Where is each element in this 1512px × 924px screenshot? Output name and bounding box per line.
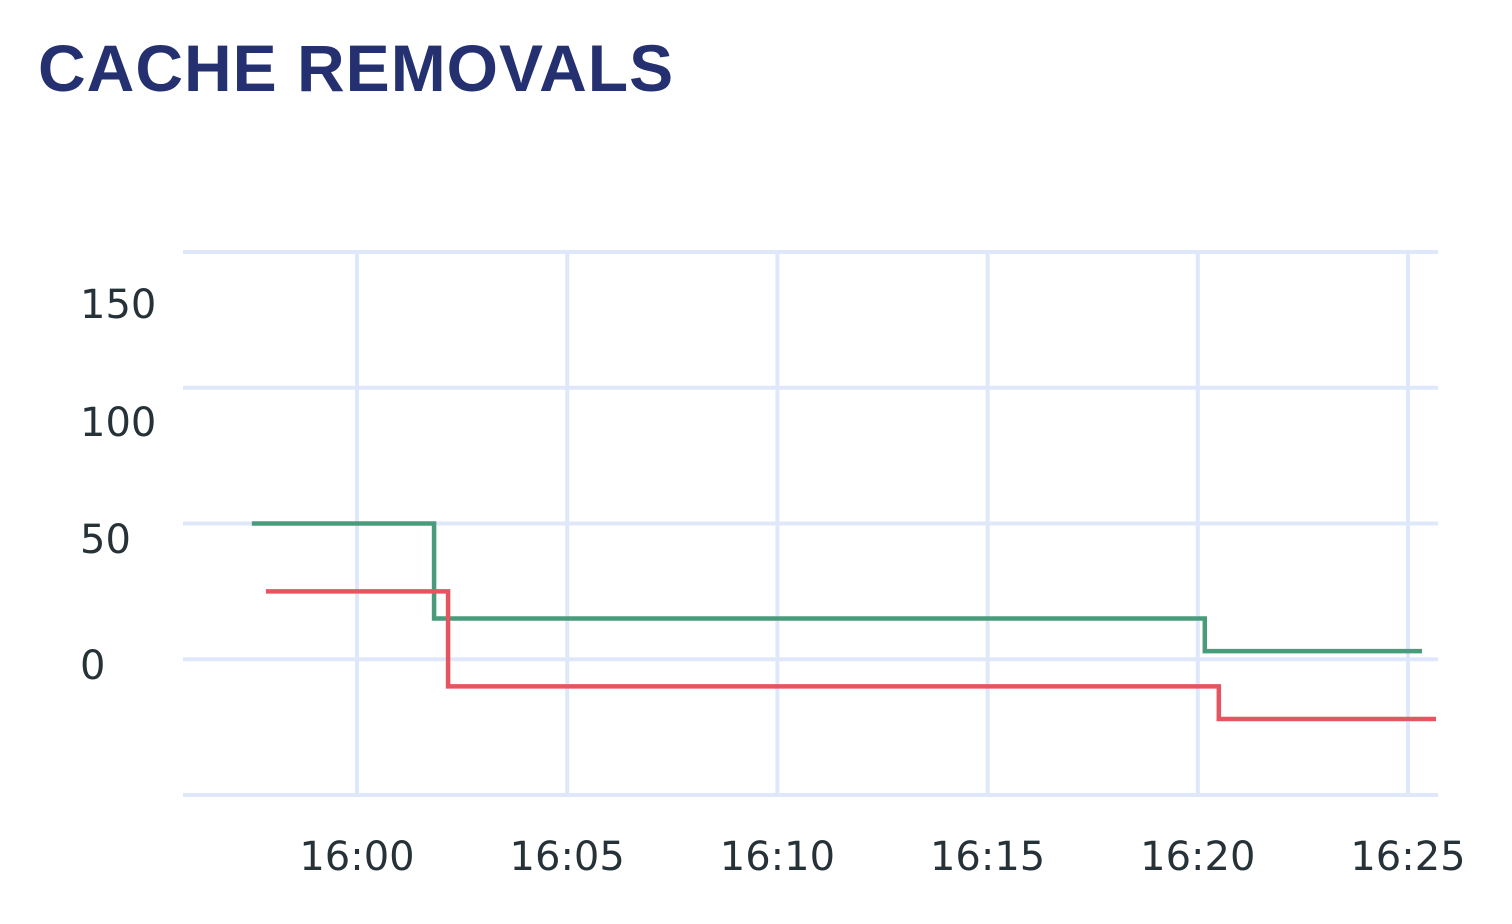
x-tick-label: 16:05: [510, 834, 625, 880]
x-tick-label: 16:10: [720, 834, 835, 880]
x-tick-label: 16:20: [1140, 834, 1255, 880]
x-tick-label: 16:00: [299, 834, 414, 880]
x-tick-label: 16:25: [1350, 834, 1465, 880]
series-line-2: [265, 589, 1437, 722]
x-axis-ticks: 16:00 16:05 16:10 16:15 16:20 16:25: [299, 834, 1465, 880]
chart-series: [251, 521, 1437, 722]
y-tick-label: 0: [80, 643, 105, 689]
x-tick-label: 16:15: [930, 834, 1045, 880]
series-line-1: [251, 521, 1423, 654]
y-tick-label: 100: [80, 400, 156, 446]
y-tick-label: 50: [80, 517, 131, 563]
chart-title: CACHE REMOVALS: [38, 31, 675, 105]
y-axis-ticks: 150 100 50 0: [80, 282, 156, 689]
y-tick-label: 150: [80, 282, 156, 328]
